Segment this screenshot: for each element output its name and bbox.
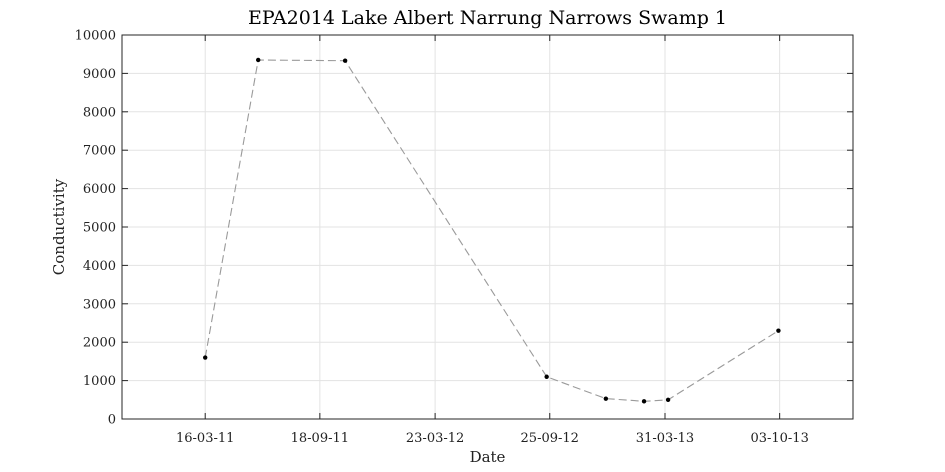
data-point [776,328,781,333]
series-line [204,59,779,402]
y-tick-label: 1000 [83,374,116,389]
data-point [641,399,647,404]
x-tick-label: 31-03-13 [636,431,694,446]
data-point [544,374,549,379]
data-point [256,57,261,63]
x-tick-label: 23-03-12 [406,431,464,446]
y-tick-label: 6000 [83,182,116,197]
x-tick-label: 18-09-11 [291,431,349,446]
y-tick-label: 4000 [83,259,116,274]
x-tick-label: 16-03-11 [176,431,234,446]
y-tick-label: 7000 [83,144,116,159]
y-axis-ticks: 0 1000 2000 3000 4000 5000 6000 7000 8000 9000 100… [75,29,853,428]
x-axis-label: Date [470,448,506,466]
x-tick-label: 03-10-13 [750,431,808,446]
chart-title: EPA2014 Lake Albert Narrung Narrows Swam… [248,7,727,29]
y-tick-label: 9000 [83,67,116,82]
data-points [203,57,781,404]
x-axis-ticks: 16-03-11 18-09-11 23-03-12 25-09-12 31-03-13… [176,35,809,446]
y-axis-label: Conductivity [50,178,68,275]
data-point [665,397,671,402]
data-point [342,58,348,63]
data-point [203,355,208,360]
y-tick-label: 10000 [75,29,116,44]
y-tick-label: 0 [108,413,116,428]
y-tick-label: 8000 [83,105,116,120]
y-tick-label: 5000 [83,221,116,236]
data-point [603,396,609,401]
y-tick-label: 3000 [83,297,116,312]
x-tick-label: 25-09-12 [521,431,579,446]
y-tick-label: 2000 [83,336,116,351]
